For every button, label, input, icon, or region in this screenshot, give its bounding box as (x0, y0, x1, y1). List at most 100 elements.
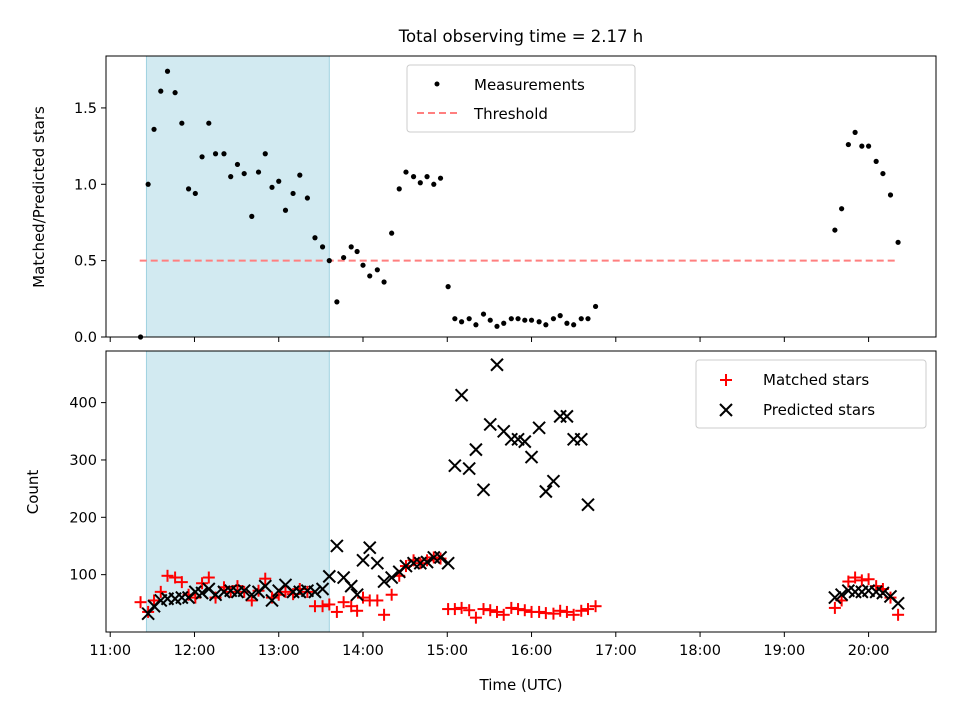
measurement-point (367, 273, 373, 279)
ratio-ytick-label: 0.5 (74, 254, 97, 270)
measurement-point (199, 154, 205, 160)
measurement-point (341, 254, 347, 261)
matched-stars-point (892, 608, 905, 621)
measurement-point (381, 279, 387, 285)
matched-stars-point (371, 594, 384, 607)
measurement-point (241, 170, 247, 177)
measurement-point (550, 316, 557, 322)
predicted-stars-point (399, 559, 413, 573)
matched-stars-point (231, 580, 244, 593)
predicted-stars-point (518, 434, 532, 449)
predicted-stars-point (315, 582, 330, 596)
predicted-stars-point (469, 442, 483, 457)
measurement-point (360, 262, 366, 268)
predicted-stars-point (330, 539, 344, 553)
count-panel-axes: 100 200 300 400 11:00 12:00 13:00 14:00 15:00 16:… (69, 396, 889, 659)
predicted-stars-point (454, 388, 469, 402)
matched-stars-point (589, 600, 602, 613)
measurement-point (334, 299, 340, 305)
measurement-point (255, 169, 262, 175)
measurement-point (852, 129, 858, 135)
ratio-legend-label-measurements: Measurements (474, 76, 585, 94)
count-legend-plus-marker (720, 374, 732, 386)
count-xtick-label: 12:00 (174, 643, 216, 659)
count-panel-frame (105, 350, 937, 633)
matched-stars-point (378, 608, 391, 621)
measurement-point (290, 190, 296, 197)
measurement-point (564, 320, 570, 326)
predicted-stars-point (433, 550, 448, 565)
ratio-ytick-label: 0.0 (74, 330, 97, 346)
ratio-panel-axes: 0.0 0.5 1.0 1.5 (74, 101, 870, 346)
predicted-stars-point (441, 556, 455, 570)
measurement-point (437, 175, 444, 181)
measurement-point (158, 88, 164, 94)
matched-stars-point (497, 608, 510, 621)
measurement-point (319, 244, 326, 250)
measurement-point (592, 303, 599, 310)
measurement-point (845, 141, 851, 148)
measurement-point (348, 244, 354, 250)
matched-stars-point (330, 605, 343, 618)
measurement-point (571, 322, 577, 328)
measurement-point (522, 317, 528, 323)
measurement-point (228, 174, 234, 180)
matched-stars-point (484, 604, 497, 617)
predicted-stars-point (448, 458, 462, 473)
matched-stars-point (518, 604, 531, 617)
predicted-stars-point (483, 417, 497, 432)
measurement-point (494, 323, 500, 329)
measurement-point (452, 316, 458, 322)
measurement-point (473, 322, 479, 328)
predicted-stars-point (363, 540, 377, 555)
count-panel-legend: Matched stars Predicted stars (695, 359, 927, 429)
matched-stars-point (337, 596, 350, 609)
predicted-stars-point (350, 588, 364, 602)
predicted-stars-point (490, 358, 504, 372)
matched-stars-point (560, 605, 573, 618)
predicted-stars-point (195, 586, 209, 600)
matched-stars-point (842, 575, 855, 588)
measurement-point (873, 158, 879, 164)
matched-stars-point (169, 571, 182, 584)
measurement-point (508, 316, 514, 322)
predicted-stars-point (553, 409, 567, 424)
measurement-point (859, 143, 865, 149)
predicted-stars-point (377, 574, 391, 589)
measurement-point (880, 170, 886, 177)
count-xtick-label: 13:00 (258, 643, 300, 659)
measurement-point (501, 320, 507, 326)
matched-stars-point (148, 594, 161, 607)
measurement-point (487, 317, 493, 323)
matched-stars-point (351, 604, 364, 617)
predicted-stars-point (532, 421, 546, 435)
measurement-point (172, 90, 178, 96)
measurement-point (297, 172, 303, 178)
matched-stars-point (316, 600, 329, 613)
measurement-point (417, 180, 423, 186)
measurement-point (185, 186, 192, 192)
measurement-point (543, 322, 549, 328)
predicted-stars-point (876, 586, 890, 600)
matched-stars-point (855, 574, 868, 587)
predicted-stars-point (370, 556, 385, 570)
ratio-legend-dot-marker (434, 81, 440, 87)
matched-stars-point (828, 601, 841, 614)
matched-stars-point (512, 603, 525, 616)
measurement-point (312, 235, 318, 241)
measurement-point (832, 227, 838, 233)
measurement-point (445, 284, 451, 290)
predicted-stars-point (420, 555, 434, 569)
matched-stars-point (490, 605, 503, 618)
matched-stars-point (547, 607, 560, 620)
measurement-point (515, 316, 521, 322)
matched-stars-point (202, 571, 215, 584)
predicted-stars-point (258, 579, 272, 593)
matched-stars-point (533, 605, 546, 618)
figure-title: Total observing time = 2.17 h (398, 27, 643, 46)
count-panel-xlabel: Time (UTC) (479, 676, 563, 694)
count-xtick-label: 11:00 (89, 643, 131, 659)
measurement-point (528, 317, 535, 323)
measurement-point (276, 178, 282, 184)
